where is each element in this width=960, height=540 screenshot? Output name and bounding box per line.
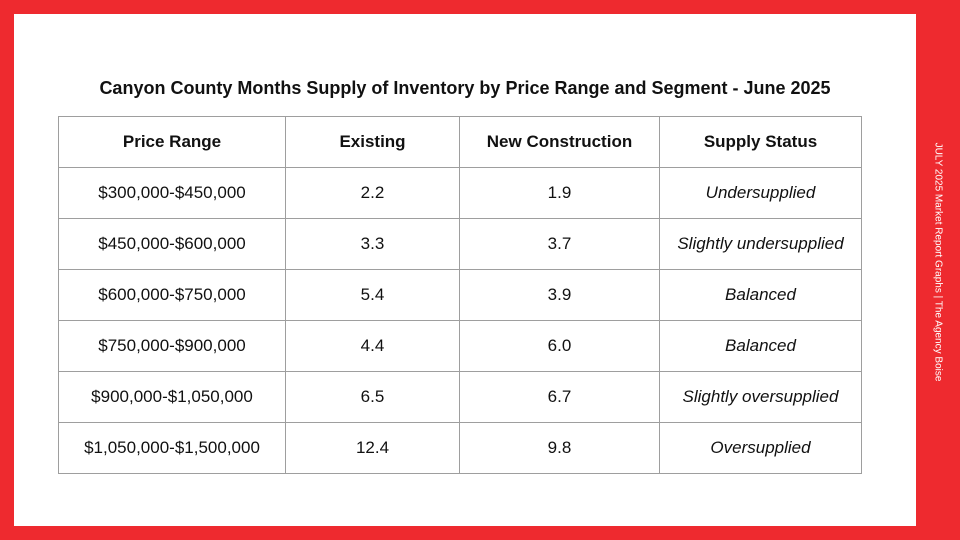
cell-existing: 3.3: [285, 218, 460, 270]
cell-price-range: $450,000-$600,000: [58, 218, 286, 270]
table-row: $300,000-$450,000 2.2 1.9 Undersupplied: [58, 167, 862, 219]
table-row: $450,000-$600,000 3.3 3.7 Slightly under…: [58, 218, 862, 270]
table-row: $600,000-$750,000 5.4 3.9 Balanced: [58, 269, 862, 321]
supply-table: Price Range Existing New Construction Su…: [58, 116, 862, 474]
table-row: $900,000-$1,050,000 6.5 6.7 Slightly ove…: [58, 371, 862, 423]
page-title: Canyon County Months Supply of Inventory…: [99, 78, 831, 98]
cell-price-range: $900,000-$1,050,000: [58, 371, 286, 423]
header-supply-status: Supply Status: [659, 116, 862, 168]
cell-price-range: $750,000-$900,000: [58, 320, 286, 372]
cell-new-construction: 3.7: [459, 218, 660, 270]
cell-existing: 2.2: [285, 167, 460, 219]
header-price-range: Price Range: [58, 116, 286, 168]
cell-supply-status: Balanced: [659, 320, 862, 372]
cell-new-construction: 3.9: [459, 269, 660, 321]
cell-price-range: $600,000-$750,000: [58, 269, 286, 321]
cell-existing: 4.4: [285, 320, 460, 372]
cell-supply-status: Oversupplied: [659, 422, 862, 474]
cell-existing: 5.4: [285, 269, 460, 321]
cell-new-construction: 1.9: [459, 167, 660, 219]
report-card: Canyon County Months Supply of Inventory…: [14, 14, 916, 526]
table-row: $1,050,000-$1,500,000 12.4 9.8 Oversuppl…: [58, 422, 862, 474]
cell-supply-status: Undersupplied: [659, 167, 862, 219]
table-header-row: Price Range Existing New Construction Su…: [58, 116, 862, 168]
header-existing: Existing: [285, 116, 460, 168]
cell-supply-status: Slightly oversupplied: [659, 371, 862, 423]
cell-existing: 6.5: [285, 371, 460, 423]
side-caption: JULY 2025 Market Report Graphs | The Age…: [932, 142, 944, 382]
cell-new-construction: 6.7: [459, 371, 660, 423]
cell-price-range: $1,050,000-$1,500,000: [58, 422, 286, 474]
cell-supply-status: Slightly undersupplied: [659, 218, 862, 270]
cell-new-construction: 9.8: [459, 422, 660, 474]
cell-supply-status: Balanced: [659, 269, 862, 321]
cell-price-range: $300,000-$450,000: [58, 167, 286, 219]
header-new-construction: New Construction: [459, 116, 660, 168]
cell-existing: 12.4: [285, 422, 460, 474]
table-row: $750,000-$900,000 4.4 6.0 Balanced: [58, 320, 862, 372]
cell-new-construction: 6.0: [459, 320, 660, 372]
